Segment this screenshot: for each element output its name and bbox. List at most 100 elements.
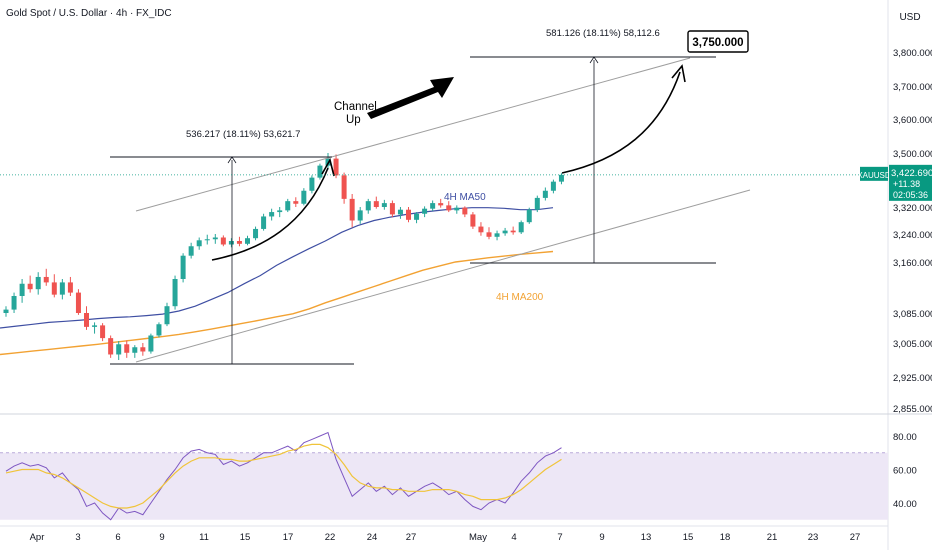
- channel-up-arrow: [367, 77, 454, 119]
- candle: [277, 207, 283, 218]
- rsi-band: [0, 452, 888, 520]
- ma200-label: 4H MA200: [496, 292, 544, 303]
- candle: [100, 323, 106, 342]
- candle: [84, 306, 89, 330]
- ma200-line: [0, 250, 554, 356]
- candle-body: [180, 255, 186, 279]
- candle: [478, 222, 484, 236]
- price-badge: [889, 164, 932, 201]
- candle: [92, 322, 98, 334]
- rsi-ma-line: [5, 443, 562, 509]
- candle: [245, 235, 250, 246]
- candle: [486, 227, 492, 240]
- candle-body: [19, 283, 25, 296]
- rsi-tick-label: 80.00: [893, 432, 917, 443]
- candle-body: [92, 325, 98, 327]
- candle: [502, 227, 508, 236]
- candle-body: [108, 338, 114, 355]
- candle: [550, 179, 556, 194]
- candle-body: [478, 226, 484, 233]
- candle-body: [59, 282, 65, 295]
- candle: [285, 198, 291, 213]
- time-tick-label: 17: [283, 532, 294, 543]
- time-tick-label: 27: [850, 532, 861, 543]
- candle: [148, 333, 154, 354]
- candle-body: [470, 214, 476, 227]
- candle: [172, 275, 178, 310]
- candle-body: [454, 207, 460, 211]
- candle-body: [212, 237, 218, 240]
- time-tick-label: 23: [808, 532, 819, 543]
- candle-body: [269, 212, 275, 217]
- candle: [446, 201, 452, 213]
- candle-body: [100, 325, 106, 339]
- candle-body: [84, 313, 89, 327]
- time-tick-label: 4: [511, 532, 516, 543]
- price-tick-label: 3,500.000: [893, 149, 932, 160]
- candle-body: [116, 344, 122, 355]
- candle: [542, 187, 548, 201]
- candle: [397, 207, 403, 219]
- candle-body: [542, 190, 548, 198]
- target-label: 3,750.000: [692, 37, 743, 49]
- candle: [389, 200, 395, 218]
- candle-body: [389, 203, 395, 215]
- candle: [220, 235, 226, 247]
- candle: [108, 335, 114, 358]
- candle: [518, 220, 524, 234]
- time-tick-label: 3: [75, 532, 80, 543]
- symbol-title: Gold Spot / U.S. Dollar · 4h · FX_IDC: [6, 8, 172, 19]
- candle: [204, 234, 210, 245]
- time-tick-label: 15: [240, 532, 251, 543]
- candle: [414, 212, 420, 224]
- candle: [19, 279, 25, 303]
- candle: [470, 212, 476, 229]
- candle-body: [75, 292, 81, 313]
- candle: [75, 289, 81, 315]
- candle: [27, 275, 33, 293]
- channel-lower-line: [135, 189, 751, 363]
- price-tick-label: 3,800.000: [893, 48, 932, 59]
- measure-2-arrowhead: [589, 56, 599, 64]
- candle-body: [220, 237, 226, 245]
- current-price-value: 3,422.690: [891, 168, 932, 179]
- price-tick-label: 3,320.000: [893, 203, 932, 214]
- time-tick-label: May: [469, 532, 487, 543]
- candle: [124, 340, 130, 358]
- candle-body: [236, 241, 242, 244]
- price-tick-label: 3,600.000: [893, 115, 932, 126]
- candle-body: [494, 233, 500, 237]
- candle: [462, 206, 468, 218]
- candle: [59, 279, 65, 300]
- time-tick-label: 9: [159, 532, 164, 543]
- candle-body: [293, 201, 299, 204]
- candle-body: [550, 181, 556, 191]
- price-tick-label: 3,160.000: [893, 258, 932, 269]
- candle: [333, 154, 339, 179]
- candle: [11, 292, 17, 313]
- candle: [164, 302, 170, 327]
- candle-body: [196, 240, 202, 247]
- candle: [301, 188, 307, 206]
- time-tick-label: 22: [325, 532, 336, 543]
- candle-body: [462, 207, 468, 215]
- measure-1-arrowhead: [227, 156, 237, 164]
- candle-body: [502, 230, 508, 234]
- symbol-badge: [860, 166, 888, 181]
- time-tick-label: 27: [406, 532, 417, 543]
- candle-body: [381, 203, 387, 207]
- candle: [188, 242, 194, 259]
- candle: [422, 206, 428, 218]
- curved-arrow-1-head: [321, 157, 335, 177]
- candle-body: [446, 205, 452, 211]
- candle: [51, 274, 57, 298]
- candle-body: [341, 175, 347, 199]
- candle-body: [228, 241, 234, 245]
- candle: [132, 345, 138, 358]
- candle-body: [349, 198, 355, 221]
- time-tick-label: 11: [199, 532, 209, 543]
- target-box: [687, 30, 749, 53]
- candle-body: [11, 296, 17, 310]
- candle: [349, 194, 355, 228]
